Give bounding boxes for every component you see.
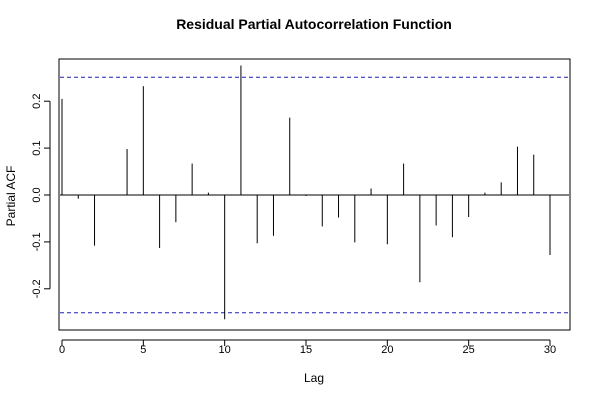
x-tick-label: 15 bbox=[300, 344, 312, 356]
x-tick-label: 10 bbox=[219, 344, 231, 356]
x-axis-label: Lag bbox=[304, 371, 324, 385]
chart-title: Residual Partial Autocorrelation Functio… bbox=[176, 16, 452, 32]
x-tick-label: 0 bbox=[59, 344, 65, 356]
y-tick-label: 0.2 bbox=[31, 94, 43, 109]
y-tick-label: -0.1 bbox=[31, 232, 43, 251]
y-tick-label: 0.1 bbox=[31, 140, 43, 155]
confidence-bounds bbox=[60, 76, 569, 314]
y-tick-label: -0.2 bbox=[31, 279, 43, 298]
y-axis: -0.2 -0.1 0.0 0.1 0.2 bbox=[31, 94, 51, 298]
y-tick-label: 0.0 bbox=[31, 187, 43, 202]
x-tick-label: 25 bbox=[463, 344, 475, 356]
x-axis: 0 5 10 15 20 25 30 bbox=[59, 339, 556, 356]
x-tick-label: 5 bbox=[140, 344, 146, 356]
y-axis-label: Partial ACF bbox=[4, 166, 18, 227]
x-tick-label: 30 bbox=[544, 344, 556, 356]
pacf-bars bbox=[61, 65, 551, 320]
x-tick-label: 20 bbox=[381, 344, 393, 356]
plot-frame bbox=[58, 58, 571, 331]
